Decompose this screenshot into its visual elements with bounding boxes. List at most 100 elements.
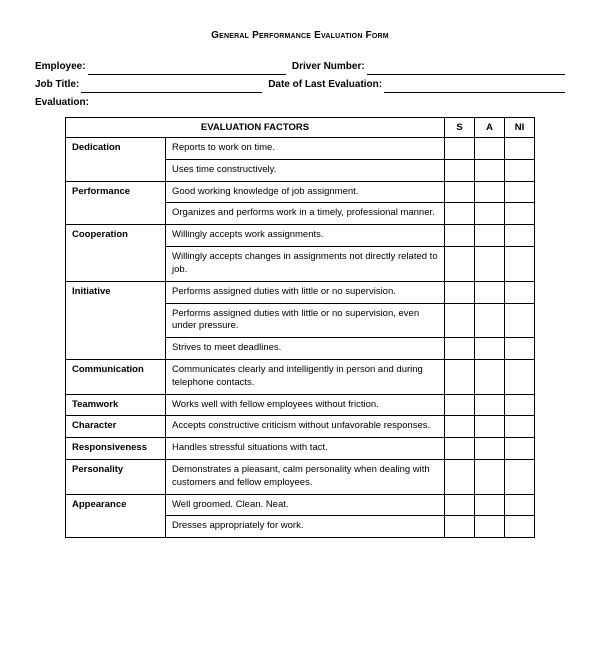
meta-row-3: Evaluation: [35,95,565,111]
table-row: CooperationWillingly accepts work assign… [66,225,535,247]
table-body: DedicationReports to work on time.Uses t… [66,138,535,538]
check-cell-ni[interactable] [505,494,535,516]
check-cell-ni[interactable] [505,516,535,538]
check-cell-s[interactable] [445,247,475,282]
check-cell-s[interactable] [445,460,475,495]
check-cell-s[interactable] [445,494,475,516]
item-cell: Demonstrates a pleasant, calm personalit… [166,460,445,495]
item-cell: Handles stressful situations with tact. [166,438,445,460]
check-cell-a[interactable] [475,438,505,460]
employee-field[interactable] [88,59,286,75]
check-cell-a[interactable] [475,338,505,360]
employee-label: Employee: [35,59,86,75]
check-cell-ni[interactable] [505,138,535,160]
item-cell: Good working knowledge of job assignment… [166,181,445,203]
item-cell: Performs assigned duties with little or … [166,303,445,338]
factor-cell: Performance [66,181,166,225]
factor-cell: Appearance [66,494,166,538]
check-cell-ni[interactable] [505,359,535,394]
factor-cell: Responsiveness [66,438,166,460]
check-cell-ni[interactable] [505,416,535,438]
table-row: CharacterAccepts constructive criticism … [66,416,535,438]
item-cell: Uses time constructively. [166,159,445,181]
check-cell-s[interactable] [445,138,475,160]
item-cell: Strives to meet deadlines. [166,338,445,360]
factor-cell: Teamwork [66,394,166,416]
check-cell-a[interactable] [475,303,505,338]
check-cell-ni[interactable] [505,394,535,416]
item-cell: Well groomed. Clean. Neat. [166,494,445,516]
table-row: PersonalityDemonstrates a pleasant, calm… [66,460,535,495]
item-cell: Willingly accepts work assignments. [166,225,445,247]
check-cell-a[interactable] [475,359,505,394]
check-cell-ni[interactable] [505,303,535,338]
table-row: TeamworkWorks well with fellow employees… [66,394,535,416]
item-cell: Organizes and performs work in a timely,… [166,203,445,225]
check-cell-a[interactable] [475,247,505,282]
header-col-s: S [445,118,475,138]
table-row: DedicationReports to work on time. [66,138,535,160]
item-cell: Reports to work on time. [166,138,445,160]
date-last-eval-field[interactable] [384,77,565,93]
driver-number-field[interactable] [367,59,565,75]
check-cell-s[interactable] [445,203,475,225]
check-cell-a[interactable] [475,138,505,160]
check-cell-s[interactable] [445,394,475,416]
factor-cell: Character [66,416,166,438]
check-cell-s[interactable] [445,516,475,538]
check-cell-a[interactable] [475,225,505,247]
check-cell-a[interactable] [475,494,505,516]
factor-cell: Communication [66,359,166,394]
page: General Performance Evaluation Form Empl… [0,0,600,558]
check-cell-a[interactable] [475,394,505,416]
check-cell-s[interactable] [445,225,475,247]
check-cell-a[interactable] [475,516,505,538]
check-cell-s[interactable] [445,159,475,181]
check-cell-s[interactable] [445,281,475,303]
driver-number-label: Driver Number: [292,59,365,75]
table-row: PerformanceGood working knowledge of job… [66,181,535,203]
check-cell-a[interactable] [475,460,505,495]
check-cell-ni[interactable] [505,225,535,247]
factor-cell: Cooperation [66,225,166,281]
job-title-label: Job Title: [35,77,79,93]
check-cell-s[interactable] [445,416,475,438]
check-cell-ni[interactable] [505,181,535,203]
check-cell-ni[interactable] [505,438,535,460]
item-cell: Dresses appropriately for work. [166,516,445,538]
check-cell-ni[interactable] [505,338,535,360]
check-cell-ni[interactable] [505,460,535,495]
check-cell-ni[interactable] [505,203,535,225]
item-cell: Works well with fellow employees without… [166,394,445,416]
check-cell-a[interactable] [475,203,505,225]
table-row: InitiativePerforms assigned duties with … [66,281,535,303]
check-cell-s[interactable] [445,303,475,338]
date-last-eval-label: Date of Last Evaluation: [268,77,382,93]
job-title-field[interactable] [81,77,262,93]
item-cell: Accepts constructive criticism without u… [166,416,445,438]
check-cell-a[interactable] [475,416,505,438]
check-cell-ni[interactable] [505,247,535,282]
check-cell-a[interactable] [475,159,505,181]
form-title: General Performance Evaluation Form [35,30,565,41]
check-cell-s[interactable] [445,359,475,394]
check-cell-ni[interactable] [505,281,535,303]
table-row: AppearanceWell groomed. Clean. Neat. [66,494,535,516]
item-cell: Willingly accepts changes in assignments… [166,247,445,282]
check-cell-ni[interactable] [505,159,535,181]
check-cell-a[interactable] [475,181,505,203]
check-cell-a[interactable] [475,281,505,303]
check-cell-s[interactable] [445,338,475,360]
table-row: ResponsivenessHandles stressful situatio… [66,438,535,460]
meta-row-1: Employee: Driver Number: [35,59,565,75]
factor-cell: Dedication [66,138,166,182]
factor-cell: Personality [66,460,166,495]
meta-block: Employee: Driver Number: Job Title: Date… [35,59,565,111]
header-col-ni: NI [505,118,535,138]
evaluation-table: EVALUATION FACTORS S A NI DedicationRepo… [65,117,535,538]
table-head: EVALUATION FACTORS S A NI [66,118,535,138]
table-row: CommunicationCommunicates clearly and in… [66,359,535,394]
check-cell-s[interactable] [445,438,475,460]
header-factors: EVALUATION FACTORS [66,118,445,138]
check-cell-s[interactable] [445,181,475,203]
